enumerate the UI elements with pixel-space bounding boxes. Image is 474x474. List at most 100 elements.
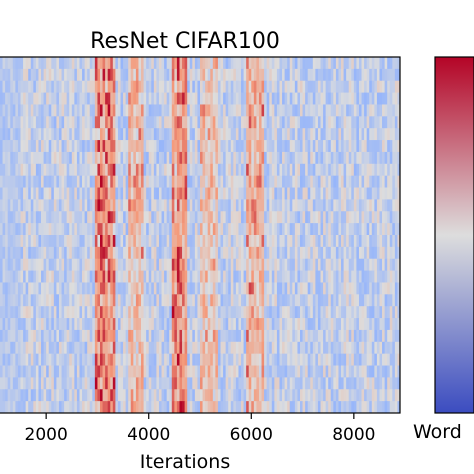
heatmap-cell <box>66 68 70 82</box>
heatmap-cell <box>315 57 319 70</box>
heatmap-cell <box>153 282 157 295</box>
heatmap-cell <box>292 57 296 70</box>
heatmap-cell <box>346 389 350 402</box>
heatmap-cell <box>269 140 273 153</box>
heatmap-cell <box>307 199 311 212</box>
heatmap-cell <box>223 223 227 236</box>
heatmap-cell <box>94 389 98 402</box>
heatmap-cell <box>292 92 296 105</box>
heatmap-cell <box>212 353 216 366</box>
heatmap-cell <box>161 235 165 248</box>
heatmap-cell <box>282 365 286 378</box>
heatmap-cell <box>71 365 75 378</box>
heatmap-cell <box>207 235 211 248</box>
heatmap-cell <box>46 294 50 307</box>
heatmap-cell <box>48 80 52 93</box>
heatmap-cell <box>135 187 139 200</box>
heatmap-cell <box>292 140 296 153</box>
heatmap-cell <box>94 187 98 200</box>
heatmap-cell <box>261 353 265 366</box>
heatmap-cell <box>348 223 352 236</box>
heatmap-cell <box>115 389 119 402</box>
heatmap-cell <box>343 199 347 212</box>
heatmap-cell <box>269 329 273 343</box>
heatmap-cell <box>251 377 255 390</box>
heatmap-cell <box>164 57 168 70</box>
heatmap-cell <box>366 187 370 200</box>
heatmap-cell <box>297 151 301 165</box>
heatmap-cell <box>2 282 6 295</box>
heatmap-cell <box>307 68 311 82</box>
heatmap-cell <box>143 235 147 248</box>
heatmap-cell <box>71 270 75 283</box>
heatmap-cell <box>187 140 191 153</box>
heatmap-cell <box>235 389 239 402</box>
heatmap-cell <box>305 223 309 236</box>
heatmap-cell <box>35 306 39 319</box>
heatmap-cell <box>56 377 60 390</box>
heatmap-cell <box>179 235 183 248</box>
heatmap-cell <box>192 116 196 129</box>
heatmap-cell <box>5 151 9 165</box>
heatmap-cell <box>25 175 29 188</box>
heatmap-cell <box>235 104 239 117</box>
heatmap-cell <box>225 389 229 402</box>
heatmap-cell <box>305 151 309 165</box>
heatmap-cell <box>64 318 68 331</box>
heatmap-cell <box>97 235 101 248</box>
heatmap-cell <box>110 57 114 70</box>
heatmap-cell <box>151 163 155 177</box>
heatmap-cell <box>74 57 78 70</box>
heatmap-cell <box>246 104 250 117</box>
heatmap-cell <box>220 140 224 153</box>
heatmap-cell <box>179 258 183 271</box>
heatmap-cell <box>330 365 334 378</box>
heatmap-cell <box>94 163 98 177</box>
heatmap-cell <box>374 211 378 224</box>
heatmap-cell <box>276 282 280 295</box>
heatmap-cell <box>282 294 286 307</box>
heatmap-cell <box>97 318 101 331</box>
heatmap-cell <box>238 57 242 70</box>
heatmap-cell <box>87 223 91 236</box>
heatmap-cell <box>58 223 62 236</box>
heatmap-cell <box>69 68 73 82</box>
heatmap-cell <box>235 353 239 366</box>
heatmap-cell <box>294 57 298 70</box>
heatmap-cell <box>30 163 34 177</box>
heatmap-cell <box>394 104 398 117</box>
heatmap-cell <box>217 128 221 141</box>
heatmap-cell <box>10 211 14 224</box>
heatmap-cell <box>112 163 116 177</box>
heatmap-cell <box>361 80 365 93</box>
heatmap-cell <box>125 270 129 283</box>
heatmap-cell <box>325 341 329 355</box>
heatmap-cell <box>197 80 201 93</box>
heatmap-cell <box>351 401 355 414</box>
heatmap-cell <box>279 116 283 129</box>
heatmap-cell <box>297 92 301 105</box>
heatmap-cell <box>35 353 39 366</box>
heatmap-cell <box>48 377 52 390</box>
heatmap-cell <box>392 282 396 295</box>
heatmap-cell <box>125 306 129 319</box>
heatmap-cell <box>325 329 329 343</box>
heatmap-cell <box>141 140 144 153</box>
heatmap-cell <box>46 235 50 248</box>
heatmap-cell <box>115 199 119 212</box>
heatmap-cell <box>66 223 70 236</box>
heatmap-cell <box>364 68 368 82</box>
heatmap-cell <box>123 175 127 188</box>
heatmap-cell <box>353 68 357 82</box>
heatmap-cell <box>228 329 232 343</box>
heatmap-cell <box>305 401 309 414</box>
heatmap-cell <box>94 401 98 414</box>
heatmap-cell <box>351 151 355 165</box>
heatmap-cell <box>135 116 139 129</box>
heatmap-cell <box>17 57 21 70</box>
heatmap-cell <box>220 68 224 82</box>
heatmap-cell <box>392 163 396 177</box>
heatmap-cell <box>33 401 37 414</box>
heatmap-cell <box>7 377 11 390</box>
heatmap-cell <box>169 401 173 414</box>
